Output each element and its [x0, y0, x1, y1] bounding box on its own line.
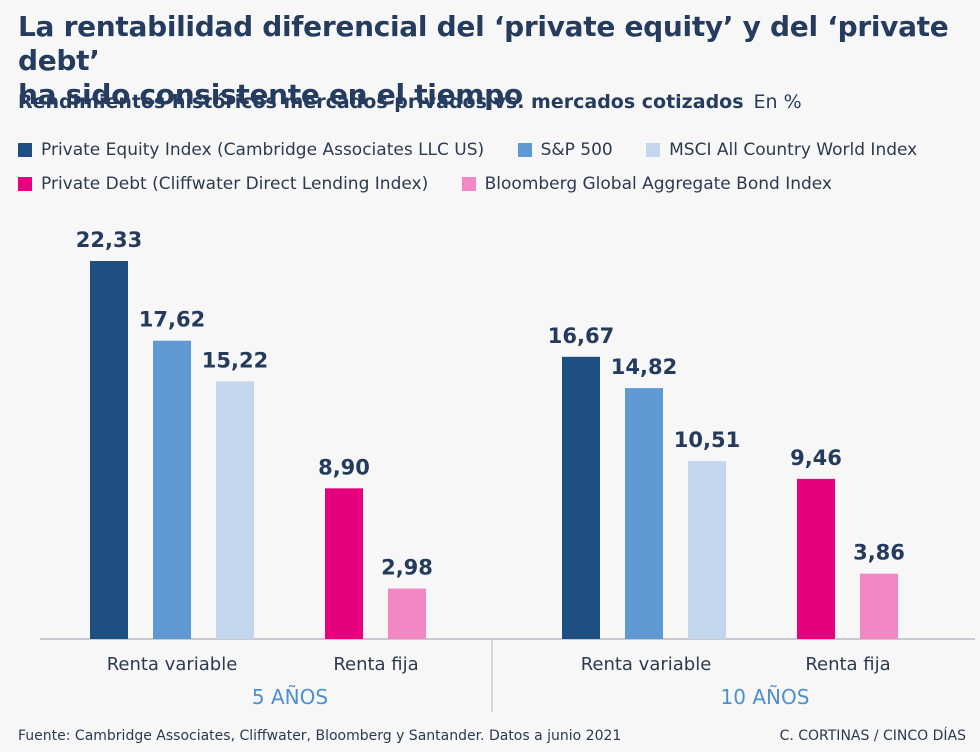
bar-msci-10y	[688, 461, 726, 639]
data-label-bloomberg-5y: 2,98	[381, 556, 433, 580]
bar-private_debt-10y	[797, 478, 835, 639]
legend-row-2: Private Debt (Cliffwater Direct Lending …	[18, 174, 832, 196]
data-label-sp500-5y: 17,62	[139, 308, 205, 332]
data-label-private_equity-5y: 22,33	[76, 228, 142, 252]
legend-swatch-sp500	[517, 143, 532, 157]
chart-title: La rentabilidad diferencial del ‘private…	[18, 10, 968, 112]
category-label-renta-fija-5y: Renta fija	[333, 654, 418, 675]
legend-swatch-private-equity	[18, 143, 32, 157]
data-label-private_equity-10y: 16,67	[548, 324, 614, 348]
legend-swatch-msci	[646, 143, 661, 157]
legend-label-msci: MSCI All Country World Index	[669, 140, 918, 160]
bar-private_debt-5y	[325, 488, 363, 639]
bar-private_equity-10y	[562, 356, 600, 639]
chart-title-line-1: La rentabilidad diferencial del ‘private…	[18, 10, 949, 77]
bar-bloomberg-10y	[860, 573, 898, 639]
period-label-5y: 5 AÑOS	[252, 685, 328, 709]
category-label-renta-fija-10y: Renta fija	[805, 654, 890, 675]
chart-title-line-2: ha sido consistente en el tiempo	[18, 78, 523, 111]
data-label-msci-5y: 15,22	[202, 348, 268, 372]
data-label-private_debt-5y: 8,90	[318, 455, 370, 479]
source-note: Fuente: Cambridge Associates, Cliffwater…	[18, 728, 622, 744]
period-label-10y: 10 AÑOS	[721, 685, 810, 709]
legend-item-private-debt: Private Debt (Cliffwater Direct Lending …	[18, 174, 428, 194]
legend-swatch-private-debt	[18, 177, 32, 191]
bar-bloomberg-5y	[388, 588, 426, 639]
legend-label-private-equity: Private Equity Index (Cambridge Associat…	[41, 140, 485, 160]
legend-row-1: Private Equity Index (Cambridge Associat…	[18, 140, 917, 162]
bar-msci-5y	[216, 381, 254, 639]
chart-subtitle: Rendimientos históricos mercados privado…	[18, 91, 802, 113]
legend-item-private-equity: Private Equity Index (Cambridge Associat…	[18, 140, 484, 160]
legend-swatch-bloomberg	[461, 177, 476, 191]
category-label-renta-variable-5y: Renta variable	[107, 654, 238, 675]
category-label-renta-variable-10y: Renta variable	[581, 654, 712, 675]
legend-label-bloomberg: Bloomberg Global Aggregate Bond Index	[484, 174, 832, 194]
legend-label-private-debt: Private Debt (Cliffwater Direct Lending …	[41, 174, 429, 194]
data-label-msci-10y: 10,51	[674, 428, 740, 452]
data-label-bloomberg-10y: 3,86	[853, 541, 905, 565]
data-label-sp500-10y: 14,82	[611, 355, 677, 379]
chart-subtitle-text: Rendimientos históricos mercados privado…	[18, 91, 744, 113]
bar-sp500-5y	[153, 340, 191, 639]
legend-item-msci: MSCI All Country World Index	[646, 140, 917, 160]
bar-private_equity-5y	[90, 261, 128, 639]
legend-label-sp500: S&P 500	[540, 140, 613, 160]
bar-sp500-10y	[625, 388, 663, 639]
chart-unit: En %	[753, 91, 802, 113]
credit-note: C. CORTINAS / CINCO DÍAS	[779, 728, 966, 744]
legend-item-bloomberg: Bloomberg Global Aggregate Bond Index	[461, 174, 832, 194]
data-label-private_debt-10y: 9,46	[790, 446, 842, 470]
legend-item-sp500: S&P 500	[517, 140, 613, 160]
